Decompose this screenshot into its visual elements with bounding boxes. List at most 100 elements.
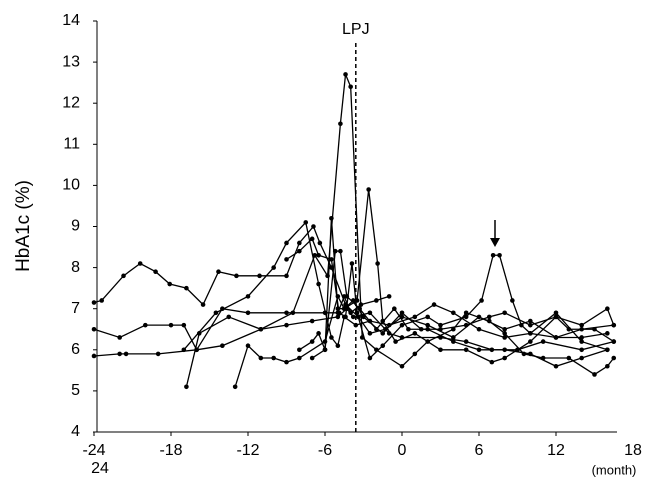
data-point bbox=[312, 252, 318, 258]
data-point bbox=[605, 306, 610, 312]
data-point bbox=[245, 294, 251, 299]
data-point bbox=[137, 261, 143, 266]
data-point bbox=[392, 306, 397, 312]
y-tick-label: 6 bbox=[71, 341, 80, 358]
data-point bbox=[303, 220, 309, 225]
x-tick-label: -6 bbox=[318, 442, 332, 459]
data-point bbox=[412, 331, 418, 336]
data-point bbox=[489, 359, 495, 365]
data-point bbox=[386, 322, 392, 328]
x-tick-label: -18 bbox=[159, 442, 182, 459]
data-point bbox=[284, 359, 289, 365]
data-point bbox=[367, 310, 373, 316]
data-point bbox=[181, 322, 187, 328]
data-point bbox=[451, 326, 456, 332]
data-point bbox=[117, 351, 122, 357]
data-point bbox=[540, 339, 546, 344]
data-point bbox=[605, 331, 610, 336]
data-point bbox=[463, 322, 469, 328]
data-point bbox=[284, 257, 289, 262]
data-point bbox=[425, 314, 430, 320]
data-point bbox=[257, 273, 262, 279]
data-point bbox=[143, 322, 148, 328]
data-point bbox=[245, 343, 251, 348]
data-point bbox=[316, 331, 321, 336]
data-point bbox=[502, 335, 507, 340]
data-point bbox=[309, 236, 315, 242]
data-point bbox=[386, 294, 392, 299]
data-point bbox=[297, 248, 302, 254]
data-point bbox=[361, 314, 366, 320]
data-point bbox=[226, 314, 232, 320]
data-point bbox=[121, 273, 126, 279]
data-point bbox=[451, 335, 456, 340]
data-point bbox=[367, 355, 373, 361]
data-point bbox=[213, 310, 219, 316]
data-point bbox=[216, 269, 221, 275]
data-point bbox=[316, 281, 321, 287]
data-point bbox=[406, 326, 411, 332]
data-point bbox=[463, 339, 469, 344]
data-point bbox=[329, 335, 334, 340]
data-point bbox=[232, 384, 238, 390]
data-point bbox=[553, 363, 559, 369]
x-tick-label: 0 bbox=[398, 442, 407, 459]
data-point bbox=[335, 306, 341, 312]
data-point bbox=[271, 355, 276, 361]
x-tick-label: 18 bbox=[624, 442, 642, 459]
y-tick-label: 9 bbox=[71, 218, 80, 235]
data-point bbox=[510, 298, 515, 303]
y-tick-label: 8 bbox=[71, 259, 80, 276]
data-point bbox=[592, 326, 597, 332]
series-line bbox=[183, 221, 608, 351]
data-point bbox=[350, 298, 356, 303]
data-point bbox=[490, 252, 496, 258]
y-axis-label: HbA1c (%) bbox=[13, 180, 34, 272]
data-point bbox=[311, 224, 316, 229]
data-point bbox=[502, 355, 507, 361]
data-point bbox=[438, 326, 443, 332]
data-point bbox=[309, 339, 315, 344]
data-point bbox=[528, 351, 533, 357]
data-point bbox=[502, 347, 507, 353]
data-point bbox=[519, 322, 524, 328]
x-axis-unit: (month) bbox=[592, 462, 637, 477]
data-point bbox=[309, 355, 315, 361]
data-point bbox=[611, 322, 617, 328]
data-point bbox=[566, 355, 572, 361]
data-point bbox=[431, 302, 437, 307]
arrow-head bbox=[490, 238, 500, 247]
data-point bbox=[117, 335, 122, 340]
data-point bbox=[611, 355, 617, 361]
data-point bbox=[528, 339, 533, 344]
x-tick-label: 12 bbox=[547, 442, 565, 459]
data-point bbox=[220, 343, 225, 348]
data-point bbox=[418, 326, 424, 332]
data-point bbox=[184, 384, 189, 390]
y-tick-label: 10 bbox=[62, 177, 80, 194]
data-point bbox=[399, 363, 405, 369]
reference-label: LPJ bbox=[342, 21, 370, 38]
data-point bbox=[344, 294, 350, 299]
data-point bbox=[91, 326, 97, 332]
data-point bbox=[579, 335, 584, 340]
data-point bbox=[579, 322, 584, 328]
data-point bbox=[399, 322, 405, 328]
data-point bbox=[290, 310, 296, 316]
series-line bbox=[93, 294, 390, 352]
data-point bbox=[354, 310, 360, 316]
data-point bbox=[350, 314, 356, 320]
data-point bbox=[592, 372, 597, 377]
data-point bbox=[463, 310, 469, 316]
y-tick-label: 5 bbox=[71, 382, 80, 399]
data-point bbox=[579, 355, 584, 361]
data-point bbox=[502, 326, 507, 332]
data-point bbox=[486, 314, 492, 320]
data-point bbox=[91, 353, 97, 359]
data-point bbox=[297, 347, 302, 353]
data-point bbox=[366, 187, 371, 192]
data-point bbox=[317, 240, 323, 246]
data-point bbox=[284, 240, 289, 246]
data-point bbox=[284, 310, 289, 316]
